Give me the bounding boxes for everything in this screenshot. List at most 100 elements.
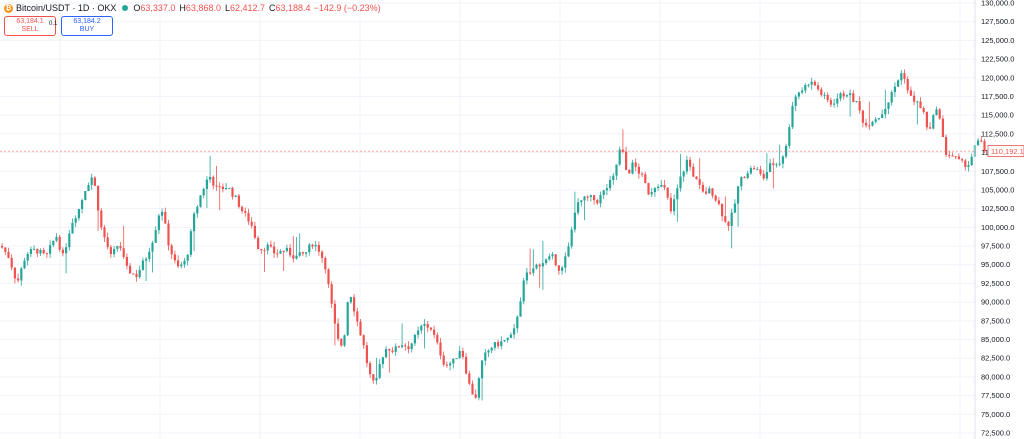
candle-body xyxy=(810,81,813,85)
candle-body xyxy=(941,118,944,138)
candle-body xyxy=(602,190,605,195)
candle-body xyxy=(913,95,916,102)
candle-body xyxy=(58,236,61,250)
candle-body xyxy=(215,185,218,187)
candle-body xyxy=(244,211,247,213)
candle-body xyxy=(45,253,48,255)
candle-body xyxy=(295,255,298,259)
candle-body xyxy=(145,258,148,261)
candle-body xyxy=(52,240,55,246)
sell-button[interactable]: 63,184.1 SELL xyxy=(4,16,56,36)
candle-body xyxy=(308,244,311,253)
buy-price: 63,184.2 xyxy=(73,18,101,25)
candle-body xyxy=(692,166,695,177)
y-tick-label: 115,000.0 xyxy=(981,111,1014,120)
candle-body xyxy=(772,163,775,165)
candle-body xyxy=(900,73,903,81)
candle-body xyxy=(87,185,90,192)
sell-price: 63,184.1 xyxy=(16,18,44,25)
candle-body xyxy=(967,165,970,167)
symbol-title[interactable]: Bitcoin/USDT · 1D · OKX xyxy=(16,3,117,13)
candle-body xyxy=(330,284,333,304)
candle-body xyxy=(535,264,538,269)
candle-body xyxy=(948,155,951,157)
candle-body xyxy=(36,248,39,254)
candle-body xyxy=(109,247,112,255)
candle-body xyxy=(717,200,720,204)
buy-button[interactable]: 63,184.2 BUY xyxy=(61,16,113,36)
y-tick-label: 72,500.0 xyxy=(981,429,1010,438)
candle-body xyxy=(548,256,551,260)
candle-body xyxy=(458,351,461,359)
candle-body xyxy=(698,179,701,185)
y-tick-label: 112,500.0 xyxy=(981,129,1014,138)
candle-body xyxy=(538,264,541,267)
candle-body xyxy=(762,173,765,179)
price-axis[interactable]: 130,000.0 127,500.0 125,000.0 122,500.0 120,… xyxy=(981,0,1014,438)
candle-body xyxy=(317,244,320,252)
candle-body xyxy=(129,265,132,274)
candle-body xyxy=(977,140,980,146)
candle-body xyxy=(141,260,144,270)
candle-body xyxy=(573,212,576,230)
candle-body xyxy=(385,349,388,358)
candle-body xyxy=(71,222,74,234)
candle-body xyxy=(609,180,612,189)
candle-body xyxy=(279,250,282,254)
candle-body xyxy=(439,342,442,356)
y-tick-label: 100,000.0 xyxy=(981,223,1014,232)
candle-body xyxy=(429,327,432,330)
candle-body xyxy=(689,159,692,167)
candle-body xyxy=(84,191,87,201)
candle-body xyxy=(391,350,394,352)
candle-body xyxy=(980,140,983,142)
candle-body xyxy=(919,101,922,109)
candle-body xyxy=(205,179,208,189)
candle-body xyxy=(836,98,839,104)
candle-body xyxy=(765,172,768,179)
price-change: −142.9 (−0.23%) xyxy=(313,3,381,13)
candle-body xyxy=(247,212,250,222)
y-tick-label: 92,500.0 xyxy=(981,279,1010,288)
y-tick-label: 87,500.0 xyxy=(981,316,1010,325)
candle-body xyxy=(237,195,240,207)
y-tick-label: 90,000.0 xyxy=(981,298,1010,307)
candle-body xyxy=(394,346,397,352)
candle-body xyxy=(781,156,784,164)
y-tick-label: 97,500.0 xyxy=(981,242,1010,251)
candle-body xyxy=(340,338,343,346)
candle-body xyxy=(954,156,957,158)
candle-body xyxy=(349,297,352,303)
candle-body xyxy=(529,272,532,274)
candle-body xyxy=(509,334,512,338)
candle-body xyxy=(225,187,228,190)
candle-body xyxy=(637,166,640,174)
candle-body xyxy=(746,173,749,179)
candle-body xyxy=(218,186,221,188)
candle-body xyxy=(193,213,196,232)
candle-body xyxy=(577,202,580,213)
candle-body xyxy=(20,268,23,281)
candle-body xyxy=(17,278,20,281)
candle-body xyxy=(465,356,468,374)
candle-body xyxy=(189,231,192,255)
candle-body xyxy=(561,267,564,271)
candle-body xyxy=(26,253,29,261)
candle-body xyxy=(740,177,743,187)
candle-body xyxy=(404,345,407,347)
candle-body xyxy=(260,249,263,251)
candle-body xyxy=(186,254,189,261)
bitcoin-icon: ₿ xyxy=(4,3,13,13)
candle-body xyxy=(551,254,554,257)
candle-body xyxy=(221,186,224,190)
candle-body xyxy=(676,188,679,200)
candle-body xyxy=(74,218,77,223)
candle-body xyxy=(516,316,519,329)
candle-body xyxy=(625,151,628,170)
candle-body xyxy=(250,221,253,226)
candle-body xyxy=(823,94,826,96)
candle-body xyxy=(42,250,45,254)
candle-body xyxy=(436,334,439,343)
candle-body xyxy=(778,163,781,165)
